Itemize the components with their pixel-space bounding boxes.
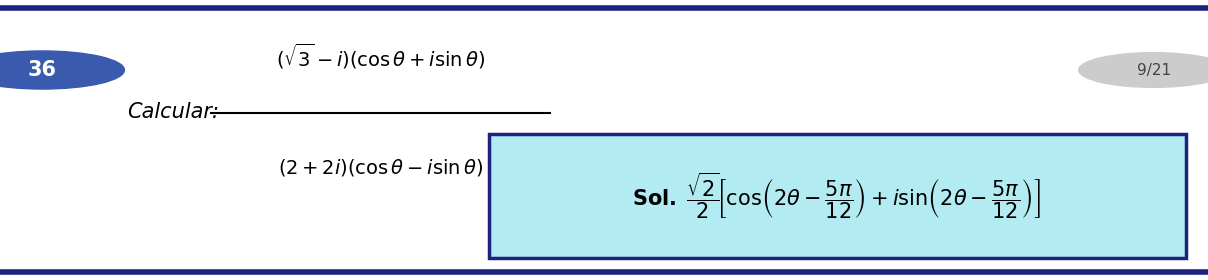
Circle shape	[0, 51, 124, 89]
Text: $\mathbf{Sol.}\;\dfrac{\sqrt{2}}{2}\!\left[\cos\!\left(2\theta-\dfrac{5\pi}{12}\: $\mathbf{Sol.}\;\dfrac{\sqrt{2}}{2}\!\le…	[632, 171, 1040, 221]
Text: $(\sqrt{3}-i)(\cos\theta+i\sin\theta)$: $(\sqrt{3}-i)(\cos\theta+i\sin\theta)$	[275, 41, 486, 71]
FancyBboxPatch shape	[489, 134, 1186, 258]
Text: 9/21: 9/21	[1137, 62, 1171, 78]
Text: 36: 36	[28, 60, 57, 80]
Text: $(2+2i)(\cos\theta-i\sin\theta)$: $(2+2i)(\cos\theta-i\sin\theta)$	[278, 157, 483, 179]
Circle shape	[1079, 53, 1208, 87]
Text: Calcular:: Calcular:	[127, 102, 219, 122]
